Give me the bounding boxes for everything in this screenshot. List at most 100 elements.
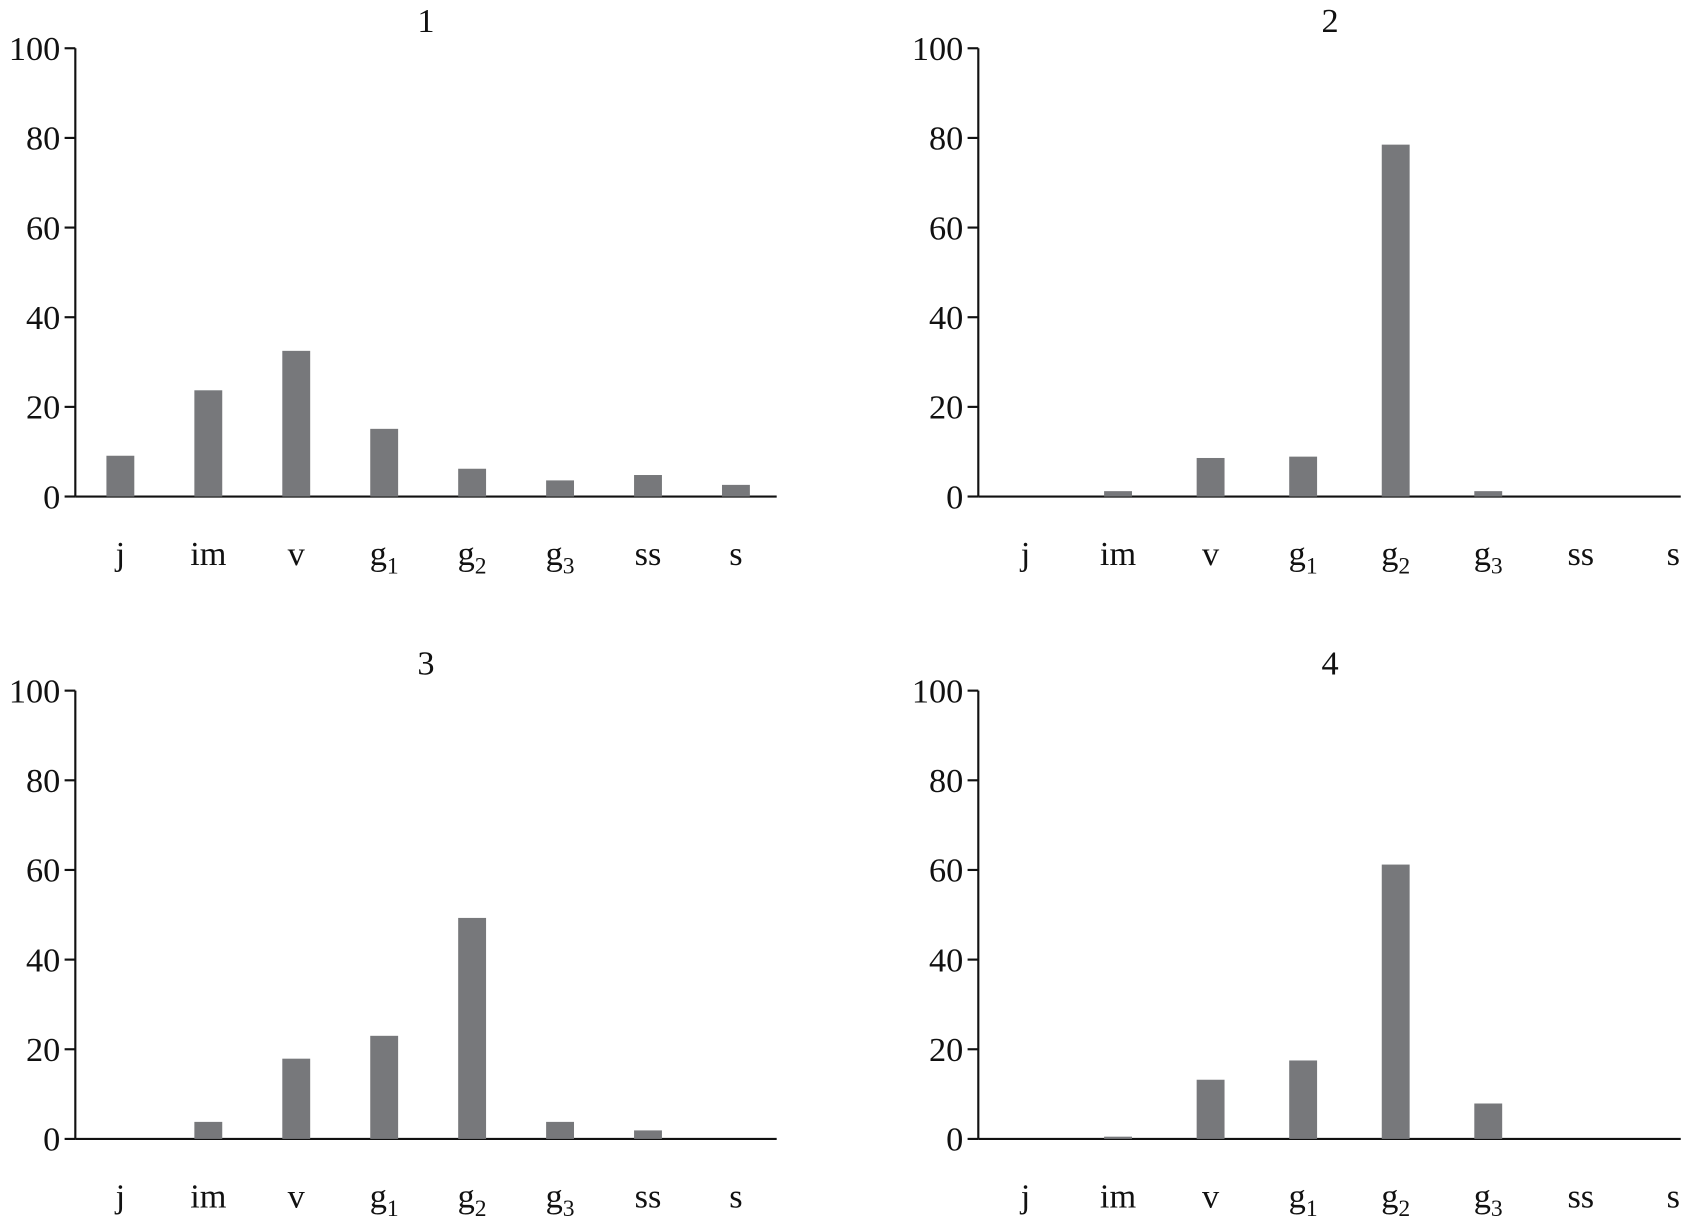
x-tick-label-subscript: 2	[475, 554, 487, 580]
x-tick-label-subscript: 3	[1491, 554, 1503, 580]
x-tick-label: g2	[458, 535, 487, 580]
bar-g3	[1474, 1103, 1503, 1139]
x-tick-label-subscript: 3	[563, 1196, 575, 1222]
chart-title: 1	[417, 2, 434, 40]
bar-im	[194, 1121, 223, 1139]
y-tick-label: 60	[929, 852, 963, 890]
y-tick-label: 20	[929, 1031, 963, 1069]
bar-g3	[546, 480, 575, 497]
x-tick-label-subscript: 1	[387, 1196, 399, 1222]
bar-g1	[370, 1035, 399, 1139]
bar-g3	[1474, 491, 1503, 497]
y-tick-label: 100	[9, 672, 60, 710]
y-tick-label: 0	[43, 478, 60, 516]
x-tick-label-base: s	[729, 1178, 742, 1216]
x-tick-label: g3	[1474, 1178, 1503, 1223]
bar-g3	[546, 1121, 575, 1139]
x-tick-label: v	[288, 535, 306, 573]
x-tick-label: g1	[1289, 1178, 1318, 1223]
x-tick-label: g3	[546, 535, 575, 580]
y-tick-label: 60	[26, 852, 60, 890]
y-tick-label: 100	[912, 30, 963, 68]
bar-ss	[634, 475, 662, 497]
x-tick-label: g2	[1381, 535, 1410, 580]
x-tick-label-base: j	[115, 535, 126, 573]
x-tick-label: s	[729, 535, 742, 573]
y-tick-label: 60	[929, 209, 963, 247]
x-tick-label: v	[1202, 535, 1220, 573]
x-tick-label-base: v	[288, 1178, 306, 1216]
x-tick-label-base: im	[1100, 535, 1137, 573]
bar-g2	[1381, 864, 1410, 1139]
bar-v	[282, 1058, 311, 1139]
x-tick-label-base: v	[288, 535, 306, 573]
x-tick-label-base: g	[546, 1178, 563, 1216]
x-tick-label-base: ss	[635, 535, 662, 573]
bar-v	[1196, 457, 1225, 497]
y-tick-label: 100	[9, 30, 60, 68]
x-tick-label-base: s	[729, 535, 742, 573]
bar-im	[1104, 491, 1132, 497]
x-tick-label: j	[1020, 535, 1031, 573]
x-tick-label-base: g	[1474, 535, 1491, 573]
x-tick-label-subscript: 1	[1306, 1196, 1318, 1222]
bar-s	[721, 484, 750, 497]
x-tick-label-base: g	[458, 1178, 475, 1216]
x-tick-label-base: g	[1474, 1178, 1491, 1216]
x-tick-label-base: ss	[1567, 1178, 1594, 1216]
x-tick-label: ss	[1567, 535, 1594, 573]
y-tick-label: 0	[946, 478, 963, 516]
bar-im	[194, 390, 223, 497]
x-tick-label-base: g	[1289, 1178, 1306, 1216]
bar-j	[106, 455, 135, 497]
x-tick-label-base: ss	[1567, 535, 1594, 573]
x-tick-label: s	[1667, 1178, 1680, 1216]
y-tick-label: 40	[26, 299, 60, 337]
y-tick-label: 40	[929, 299, 963, 337]
bar-v	[282, 350, 311, 497]
bar-g2	[458, 468, 487, 497]
x-tick-label: im	[1100, 535, 1137, 573]
x-tick-label-base: im	[190, 535, 227, 573]
x-tick-label: g1	[1289, 535, 1318, 580]
chart-title: 3	[417, 645, 434, 683]
y-tick-label: 20	[26, 389, 60, 427]
x-tick-label: g1	[370, 1178, 399, 1223]
x-tick-label-subscript: 3	[1491, 1196, 1503, 1222]
x-tick-label-base: g	[370, 1178, 387, 1216]
chart-title: 2	[1321, 2, 1338, 40]
y-tick-label: 40	[26, 941, 60, 979]
x-tick-label: j	[115, 1178, 126, 1216]
y-tick-label: 100	[912, 672, 963, 710]
x-tick-label-subscript: 2	[1398, 1196, 1410, 1222]
x-tick-label: j	[115, 535, 126, 573]
x-tick-label-base: j	[1020, 1178, 1031, 1216]
bar-g1	[370, 428, 399, 497]
x-tick-label: g2	[458, 1178, 487, 1223]
bar-g1	[1289, 456, 1318, 497]
x-tick-label: g3	[1474, 535, 1503, 580]
x-tick-label-subscript: 2	[1398, 554, 1410, 580]
x-tick-label-base: s	[1667, 535, 1680, 573]
x-tick-label: ss	[635, 535, 662, 573]
x-tick-label-base: v	[1202, 535, 1220, 573]
x-tick-label: g2	[1381, 1178, 1410, 1223]
bar-v	[1196, 1079, 1225, 1139]
y-tick-label: 40	[929, 941, 963, 979]
x-tick-label: v	[288, 1178, 306, 1216]
x-tick-label-base: ss	[635, 1178, 662, 1216]
x-tick-label: j	[1020, 1178, 1031, 1216]
y-tick-label: 60	[26, 209, 60, 247]
x-tick-label: v	[1202, 1178, 1220, 1216]
x-tick-label-base: g	[1289, 535, 1306, 573]
x-tick-label-base: g	[1381, 535, 1398, 573]
y-tick-label: 20	[26, 1031, 60, 1069]
x-tick-label: im	[190, 1178, 227, 1216]
y-tick-label: 20	[929, 389, 963, 427]
x-tick-label-subscript: 1	[387, 554, 399, 580]
x-tick-label-base: s	[1667, 1178, 1680, 1216]
